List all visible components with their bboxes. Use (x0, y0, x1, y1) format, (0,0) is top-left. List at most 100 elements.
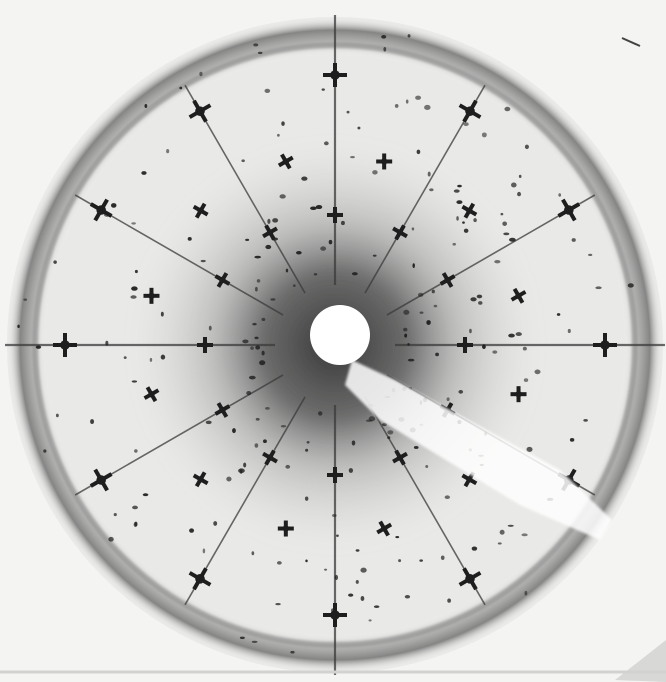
strong-spot (376, 520, 393, 537)
small-spot (446, 397, 450, 402)
strong-spot (143, 386, 160, 403)
small-spot (277, 133, 280, 137)
small-spot (205, 420, 212, 425)
small-spot (381, 423, 387, 427)
strong-spot (510, 287, 527, 304)
strong-spot (262, 449, 278, 466)
small-spot (110, 203, 117, 208)
small-spot (348, 468, 354, 473)
small-spot (320, 246, 327, 251)
small-spot (383, 47, 387, 52)
small-spot (500, 212, 504, 216)
small-spot (365, 419, 373, 422)
small-spot (419, 311, 424, 314)
strong-spot (557, 198, 581, 222)
small-spot (429, 188, 434, 192)
strong-spot (327, 207, 343, 223)
small-spot (425, 465, 429, 469)
small-spot (133, 522, 138, 528)
small-spot (427, 171, 431, 177)
small-spot (387, 436, 391, 440)
small-spot (166, 149, 170, 154)
small-spot (90, 419, 95, 425)
small-spot (404, 333, 408, 338)
small-spot (255, 286, 258, 292)
small-spot (253, 43, 259, 47)
small-spot (523, 378, 529, 383)
small-spot (131, 222, 136, 225)
small-spot (43, 449, 47, 453)
small-spot (232, 428, 236, 434)
small-spot (456, 216, 459, 221)
strong-spot (593, 333, 617, 357)
small-spot (482, 344, 486, 350)
small-spot (444, 495, 450, 500)
small-spot (360, 567, 367, 573)
small-spot (398, 559, 402, 563)
small-spot (463, 122, 469, 127)
small-spot (285, 268, 289, 273)
strong-spot (510, 386, 527, 403)
small-spot (351, 440, 356, 446)
small-spot (457, 184, 462, 188)
small-spot (481, 132, 487, 138)
small-spot (324, 568, 328, 571)
strong-spot (188, 99, 212, 123)
small-spot (242, 339, 249, 344)
small-spot (305, 559, 308, 563)
small-spot (130, 295, 137, 299)
small-spot (187, 237, 192, 241)
small-spot (245, 238, 250, 242)
small-spot (105, 340, 109, 346)
small-spot (415, 95, 422, 100)
small-spot (499, 529, 505, 535)
strong-spot (457, 337, 473, 353)
small-spot (583, 419, 588, 422)
small-spot (508, 333, 515, 338)
small-spot (452, 242, 456, 246)
small-spot (526, 446, 533, 452)
small-spot (534, 369, 541, 375)
strong-spot (188, 567, 212, 591)
small-spot (348, 593, 354, 597)
small-spot (53, 260, 57, 264)
small-spot (355, 549, 360, 552)
strong-spot (392, 449, 408, 466)
small-spot (413, 446, 419, 449)
small-spot (248, 375, 256, 380)
small-spot (387, 430, 394, 435)
small-spot (113, 513, 117, 517)
small-spot (160, 354, 166, 360)
small-spot (360, 596, 365, 601)
small-spot (264, 88, 271, 93)
small-spot (226, 476, 232, 482)
small-spot (254, 336, 259, 340)
strong-spot (439, 272, 456, 288)
small-spot (456, 200, 463, 205)
small-spot (424, 104, 431, 110)
small-spot (306, 440, 310, 444)
small-spot (407, 34, 411, 38)
small-spot (470, 297, 477, 302)
small-spot (17, 324, 20, 329)
small-spot (373, 605, 380, 609)
small-spot (267, 218, 271, 224)
small-spot (310, 206, 317, 211)
strong-spot (458, 567, 482, 591)
small-spot (517, 191, 522, 197)
small-spot (476, 294, 483, 299)
small-spot (142, 493, 149, 497)
small-spot (200, 259, 206, 263)
beam-stop-arm (345, 360, 612, 540)
small-spot (350, 155, 355, 159)
small-spot (473, 218, 477, 223)
small-spot (265, 244, 272, 250)
small-spot (433, 304, 438, 308)
strong-spot (277, 153, 294, 170)
small-spot (368, 619, 372, 622)
small-spot (431, 289, 435, 294)
small-spot (281, 121, 285, 126)
small-spot (372, 254, 377, 257)
small-spot (351, 272, 358, 276)
